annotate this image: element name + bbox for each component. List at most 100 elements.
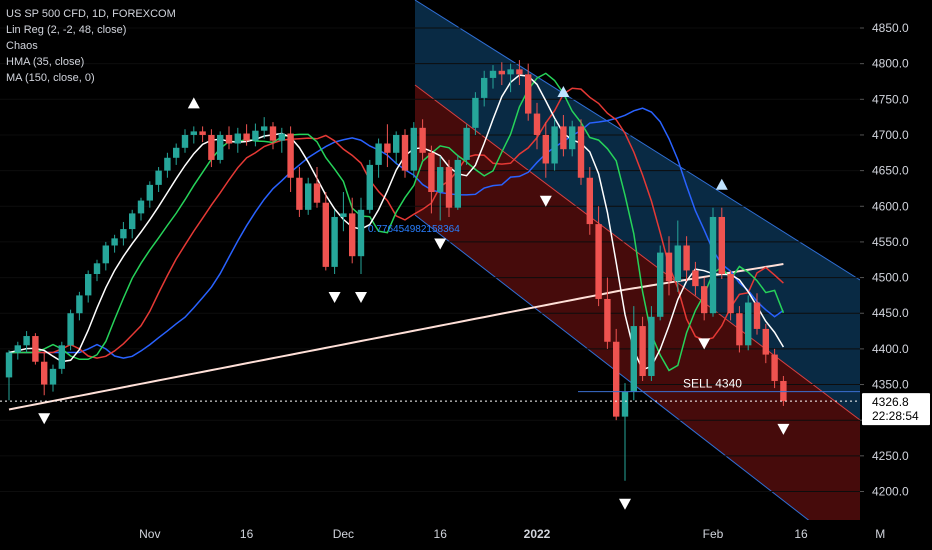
legend-symbol[interactable]: US SP 500 CFD, 1D, FOREXCOM [6,8,176,20]
x-axis[interactable]: Nov 16 Dec 16 2022 Feb 16 M [139,527,885,541]
candle-body [560,126,567,150]
candle-body [93,263,101,275]
candle-body [454,159,461,208]
y-tick-label: 4200.0 [872,485,909,499]
candle-body [49,368,57,385]
candle-body [340,213,347,217]
candle-body [604,298,611,342]
candle-body [621,391,629,417]
legend-hma[interactable]: HMA (35, close) [6,56,85,68]
annotations: SELL 4340 0.776454982158364 [0,224,860,402]
candle-body [261,126,268,131]
candle-body [146,184,153,201]
candle-body [269,126,277,141]
candles [5,60,787,481]
candle-body [718,216,725,275]
candle-body [665,252,673,282]
candle-body [252,130,259,141]
channel-lower-zone [415,85,860,550]
candle-body [305,183,312,210]
candle-body [14,345,21,353]
candle-body [410,127,417,171]
fractal-down-marker [539,195,552,207]
fractal-up-marker [187,97,200,109]
fractal-down-marker [698,338,711,350]
y-tick-label: 4800.0 [872,57,909,71]
candle-body [243,133,250,141]
y-tick-label: 4600.0 [872,199,909,213]
candle-body [577,126,585,178]
fractal-down-marker [619,498,631,510]
candle-body [278,133,285,141]
fractal-down-marker [355,292,367,304]
legend-ma150[interactable]: MA (150, close, 0) [6,72,95,84]
x-tick-label: 16 [434,527,448,541]
candle-body [516,69,523,75]
candle-body [569,126,576,150]
candle-body [67,313,74,346]
candle-body [709,216,717,314]
last-price-tag: 4326.8 22:28:54 [862,393,930,426]
candle-body [727,274,734,314]
fractal-down-marker [777,423,790,435]
legend-chaos[interactable]: Chaos [6,40,38,52]
candle-body [155,170,162,185]
candle-body [683,245,690,271]
candle-body [111,238,118,246]
candle-body [551,126,558,164]
y-tick-label: 4350.0 [872,378,909,392]
candle-body [322,202,329,267]
candle-body [428,152,435,193]
candle-body [401,134,409,171]
candle-body [331,216,338,267]
candle-body [199,131,206,135]
candle-body [120,229,127,239]
fractal-up-marker [557,85,570,97]
candle-body [76,295,83,314]
candle-body [102,245,109,264]
candle-body [173,147,180,158]
channel-top-line [414,0,861,281]
candle-body [639,326,646,376]
sell-label: SELL 4340 [683,377,742,391]
candle-body [445,167,453,208]
y-tick-label: 4250.0 [872,449,909,463]
candle-body [771,354,778,381]
y-tick-label: 4650.0 [872,164,909,178]
last-price-value: 4326.8 [872,395,909,409]
candle-body [481,77,488,98]
x-tick-label: Feb [703,527,724,541]
fractal-down-marker [434,238,447,250]
y-tick-label: 4550.0 [872,235,909,249]
candle-body [595,224,602,299]
fractal-up-marker [715,178,728,190]
candle-body [181,134,189,148]
candle-body [393,134,400,153]
candle-body [419,127,426,153]
time-axis-bg [0,520,932,550]
candle-body [701,286,708,314]
candle-body [674,245,681,282]
candle-body [58,345,65,369]
candle-body [349,213,356,257]
y-tick-label: 4450.0 [872,306,909,320]
candle-body [375,143,382,165]
chart-legend: US SP 500 CFD, 1D, FOREXCOM Lin Reg (2, … [6,6,176,86]
x-tick-label: 16 [240,527,254,541]
legend-lin-reg[interactable]: Lin Reg (2, -2, 48, close) [6,24,127,36]
candle-body [533,113,541,135]
fractal-down-marker [38,413,51,425]
fib-label: 0.776454982158364 [368,224,460,235]
y-tick-label: 4500.0 [872,271,909,285]
y-tick-label: 4400.0 [872,342,909,356]
candle-body [692,270,699,287]
candle-body [129,213,136,230]
x-tick-label: Nov [139,527,160,541]
candle-body [648,316,655,376]
x-tick-label: 2022 [524,527,551,541]
candle-body [296,177,303,210]
